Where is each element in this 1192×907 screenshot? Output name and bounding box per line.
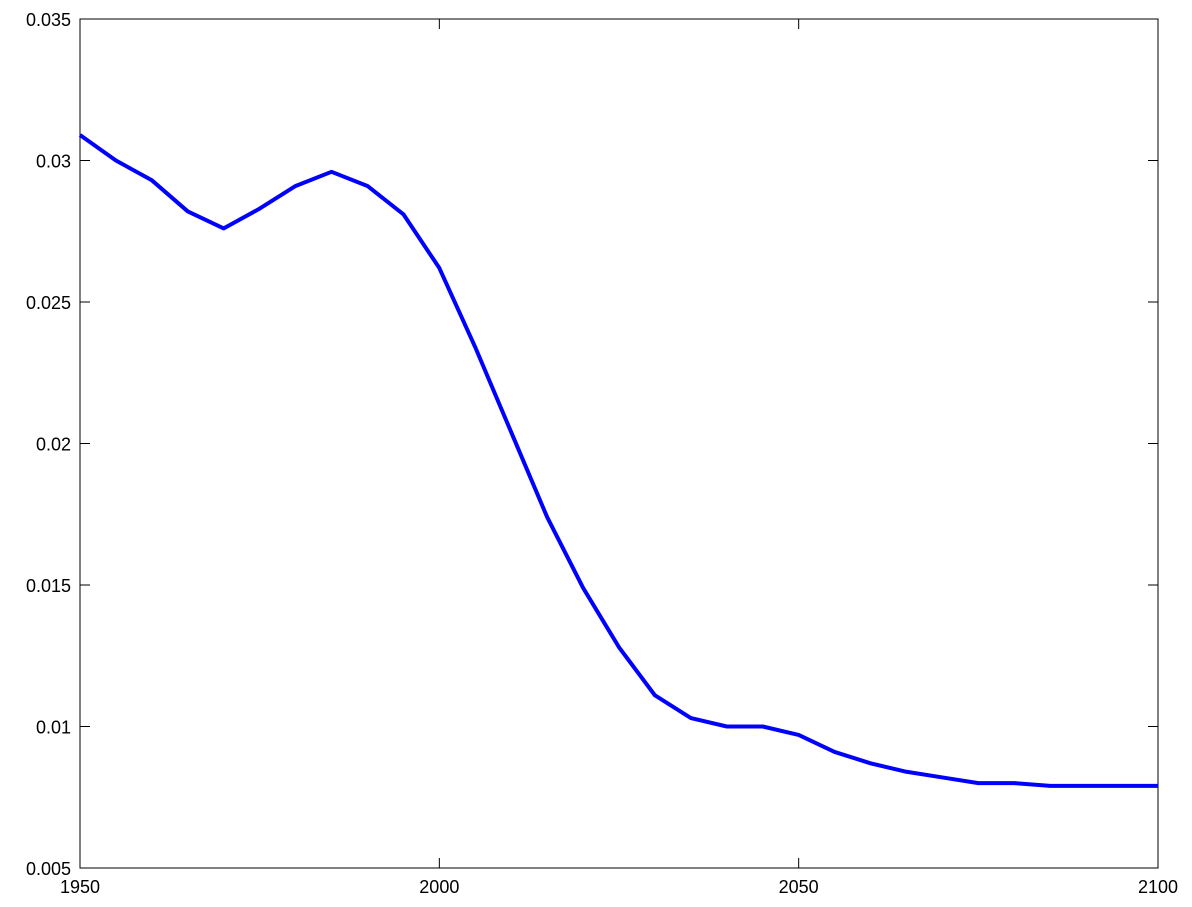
- y-tick-label: 0.03: [36, 152, 71, 172]
- y-tick-label: 0.025: [26, 293, 71, 313]
- series-layer: [78, 133, 1158, 788]
- axis-ticks: [80, 19, 1158, 868]
- y-tick-label: 0.035: [26, 10, 71, 30]
- series-line: [78, 133, 1158, 788]
- y-tick-label: 0.02: [36, 435, 71, 455]
- y-tick-label: 0.005: [26, 859, 71, 879]
- plot-area: [79, 18, 1159, 869]
- tick-labels: 1950 2000 2050 2100 0.005 0.01 0.015 0.02 0.025 0…: [26, 10, 1178, 897]
- x-tick-label: 2000: [419, 877, 459, 897]
- y-tick-label: 0.01: [36, 718, 71, 738]
- x-tick-label: 2100: [1138, 877, 1178, 897]
- plot-frame: [79, 18, 1159, 869]
- y-tick-label: 0.015: [26, 576, 71, 596]
- x-tick-label: 1950: [60, 877, 100, 897]
- x-tick-label: 2050: [779, 877, 819, 897]
